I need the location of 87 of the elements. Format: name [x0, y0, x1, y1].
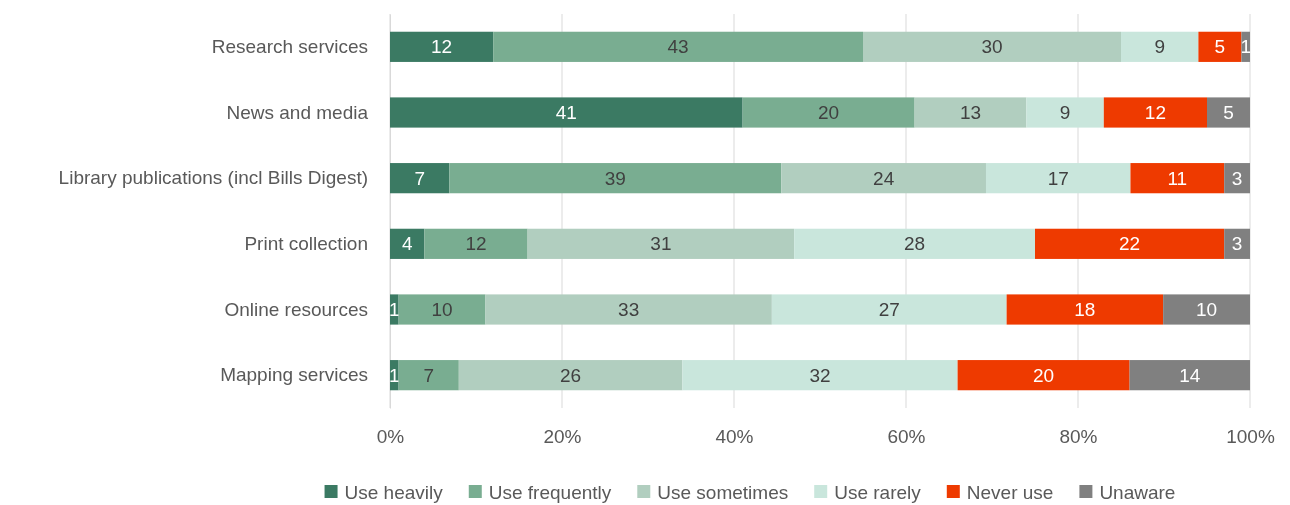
- bar: [1129, 360, 1250, 391]
- bar: [1163, 294, 1250, 325]
- bar: [771, 294, 1007, 325]
- bar: [1224, 163, 1250, 194]
- bar: [863, 31, 1121, 62]
- data-label: 31: [650, 233, 672, 255]
- x-tick-label: 100%: [1226, 426, 1275, 448]
- data-label: 32: [809, 364, 831, 386]
- data-label: 3: [1231, 167, 1243, 189]
- x-tick-label: 40%: [715, 426, 754, 448]
- bar: [493, 31, 863, 62]
- y-tick-label: Library publications (incl Bills Digest): [58, 167, 368, 189]
- legend-label: Use heavily: [344, 481, 444, 503]
- legend-label: Never use: [966, 481, 1054, 503]
- data-label: 12: [431, 36, 453, 58]
- data-label: 30: [981, 36, 1003, 58]
- bar: [458, 360, 683, 391]
- data-label: 1: [1240, 36, 1251, 58]
- bar: [1207, 97, 1250, 128]
- bar: [682, 360, 958, 391]
- data-label: 18: [1074, 299, 1096, 321]
- data-label: 28: [904, 233, 926, 255]
- data-label: 10: [431, 299, 453, 321]
- legend-label: Use rarely: [834, 481, 922, 503]
- legend-label: Unaware: [1099, 481, 1176, 503]
- data-label: 26: [560, 364, 582, 386]
- data-label: 33: [618, 299, 640, 321]
- data-label: 9: [1154, 36, 1165, 58]
- data-label: 5: [1214, 36, 1226, 58]
- data-label: 7: [414, 167, 425, 189]
- legend-label: Use sometimes: [657, 481, 789, 503]
- data-label: 39: [604, 167, 626, 189]
- data-label: 22: [1119, 233, 1141, 255]
- bar: [390, 228, 425, 259]
- bar: [794, 228, 1035, 259]
- bar: [1224, 228, 1250, 259]
- y-tick-label: Online resources: [224, 298, 368, 320]
- x-tick-label: 0%: [376, 426, 405, 448]
- y-tick-label: News and media: [226, 101, 369, 123]
- bar: [1130, 163, 1225, 194]
- bar: [398, 360, 459, 391]
- bar: [781, 163, 986, 194]
- data-label: 14: [1179, 364, 1201, 386]
- data-label: 11: [1167, 167, 1188, 189]
- bar: [1006, 294, 1164, 325]
- data-label: 43: [667, 36, 689, 58]
- legend-label: Use frequently: [488, 481, 612, 503]
- bar: [914, 97, 1027, 128]
- bar: [527, 228, 795, 259]
- data-label: 24: [873, 167, 895, 189]
- data-label: 12: [1144, 102, 1166, 124]
- bar: [985, 163, 1131, 194]
- x-tick-label: 80%: [1059, 426, 1098, 448]
- bar: [1026, 97, 1104, 128]
- data-label: 1: [389, 299, 400, 321]
- data-label: 12: [465, 233, 487, 255]
- bar: [1035, 228, 1225, 259]
- bar: [742, 97, 915, 128]
- data-label: 20: [818, 102, 840, 124]
- data-label: 13: [959, 102, 982, 124]
- y-tick-label: Print collection: [244, 232, 368, 254]
- data-label: 20: [1033, 364, 1055, 386]
- bar: [390, 97, 743, 128]
- bar: [398, 294, 486, 325]
- bar: [957, 360, 1130, 391]
- x-tick-label: 60%: [887, 426, 926, 448]
- data-label: 4: [401, 233, 413, 255]
- y-tick-label: Mapping services: [220, 364, 368, 386]
- bar: [390, 31, 494, 62]
- bar: [1121, 31, 1199, 62]
- data-label: 3: [1231, 233, 1243, 255]
- bar: [1103, 97, 1207, 128]
- bar: [390, 163, 450, 194]
- data-label: 5: [1223, 102, 1234, 124]
- bar: [449, 163, 782, 194]
- bar: [424, 228, 528, 259]
- bar: [485, 294, 772, 325]
- data-label: 7: [423, 364, 434, 386]
- bar: [1198, 31, 1242, 62]
- data-label: 10: [1196, 299, 1218, 321]
- data-label: 41: [555, 102, 577, 124]
- x-tick-label: 20%: [543, 426, 582, 448]
- data-label: 1: [389, 364, 400, 386]
- data-label: 27: [878, 299, 900, 321]
- data-label: 17: [1047, 167, 1069, 189]
- y-tick-label: Research services: [211, 35, 368, 57]
- data-label: 9: [1059, 102, 1071, 124]
